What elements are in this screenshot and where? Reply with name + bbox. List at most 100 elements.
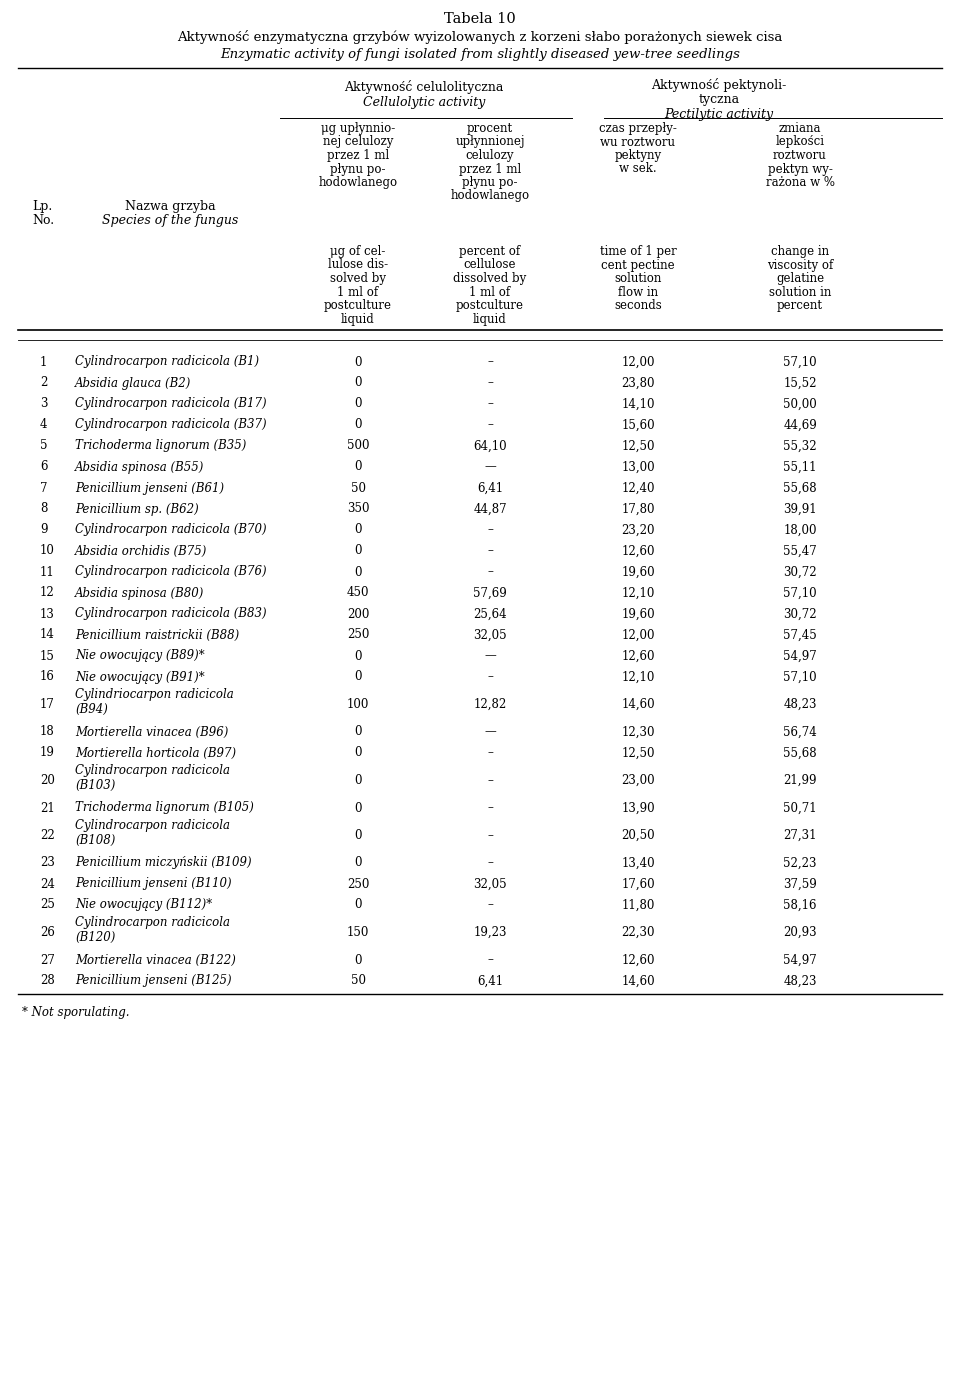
Text: 52,23: 52,23 xyxy=(783,857,817,870)
Text: –: – xyxy=(487,801,492,814)
Text: –: – xyxy=(487,376,492,389)
Text: Absidia orchidis (B75): Absidia orchidis (B75) xyxy=(75,544,207,557)
Text: wu roztworu: wu roztworu xyxy=(601,136,676,149)
Text: 0: 0 xyxy=(354,829,362,842)
Text: 0: 0 xyxy=(354,461,362,474)
Text: –: – xyxy=(487,397,492,411)
Text: płynu po-: płynu po- xyxy=(463,176,517,189)
Text: Cylindrocarpon radicicola (B70): Cylindrocarpon radicicola (B70) xyxy=(75,524,267,536)
Text: 1 ml of: 1 ml of xyxy=(337,286,378,299)
Text: Enzymatic activity of fungi isolated from slightly diseased yew-tree seedlings: Enzymatic activity of fungi isolated fro… xyxy=(220,49,740,61)
Text: 20,93: 20,93 xyxy=(783,926,817,939)
Text: 15,60: 15,60 xyxy=(621,418,655,432)
Text: 11: 11 xyxy=(40,565,55,578)
Text: 500: 500 xyxy=(347,439,370,453)
Text: 27: 27 xyxy=(40,953,55,967)
Text: –: – xyxy=(487,356,492,368)
Text: 21: 21 xyxy=(40,801,55,814)
Text: cellulose: cellulose xyxy=(464,258,516,271)
Text: 0: 0 xyxy=(354,953,362,967)
Text: 7: 7 xyxy=(40,482,47,494)
Text: 25,64: 25,64 xyxy=(473,607,507,621)
Text: Cylindrocarpon radicicola (B83): Cylindrocarpon radicicola (B83) xyxy=(75,607,267,621)
Text: Cylindrocarpon radicicola: Cylindrocarpon radicicola xyxy=(75,764,230,776)
Text: 55,68: 55,68 xyxy=(783,482,817,494)
Text: 0: 0 xyxy=(354,650,362,663)
Text: 19,23: 19,23 xyxy=(473,926,507,939)
Text: Cylindrocarpon radicicola (B76): Cylindrocarpon radicicola (B76) xyxy=(75,565,267,578)
Text: gelatine: gelatine xyxy=(776,272,824,285)
Text: dissolved by: dissolved by xyxy=(453,272,527,285)
Text: 27,31: 27,31 xyxy=(783,829,817,842)
Text: 9: 9 xyxy=(40,524,47,536)
Text: 16: 16 xyxy=(40,671,55,683)
Text: 19,60: 19,60 xyxy=(621,565,655,578)
Text: 44,69: 44,69 xyxy=(783,418,817,432)
Text: –: – xyxy=(487,746,492,760)
Text: Aktywność enzymatyczna grzybów wyizolowanych z korzeni słabo porażonych siewek c: Aktywność enzymatyczna grzybów wyizolowa… xyxy=(178,31,782,44)
Text: liquid: liquid xyxy=(341,313,374,325)
Text: 18,00: 18,00 xyxy=(783,524,817,536)
Text: 24: 24 xyxy=(40,878,55,890)
Text: lepkości: lepkości xyxy=(776,136,825,149)
Text: 450: 450 xyxy=(347,586,370,600)
Text: 8: 8 xyxy=(40,503,47,515)
Text: 55,11: 55,11 xyxy=(783,461,817,474)
Text: 12,00: 12,00 xyxy=(621,356,655,368)
Text: 20: 20 xyxy=(40,774,55,788)
Text: 39,91: 39,91 xyxy=(783,503,817,515)
Text: Cylindriocarpon radicicola: Cylindriocarpon radicicola xyxy=(75,688,233,701)
Text: upłynnionej: upłynnionej xyxy=(455,136,525,149)
Text: 17,60: 17,60 xyxy=(621,878,655,890)
Text: 0: 0 xyxy=(354,725,362,739)
Text: celulozy: celulozy xyxy=(466,149,515,163)
Text: Absidia spinosa (B55): Absidia spinosa (B55) xyxy=(75,461,204,474)
Text: nej celulozy: nej celulozy xyxy=(323,136,394,149)
Text: Penicillium sp. (B62): Penicillium sp. (B62) xyxy=(75,503,199,515)
Text: No.: No. xyxy=(32,214,54,226)
Text: 0: 0 xyxy=(354,376,362,389)
Text: 13,90: 13,90 xyxy=(621,801,655,814)
Text: Absidia glauca (B2): Absidia glauca (B2) xyxy=(75,376,191,389)
Text: Absidia spinosa (B80): Absidia spinosa (B80) xyxy=(75,586,204,600)
Text: 23: 23 xyxy=(40,857,55,870)
Text: Cylindrocarpon radicicola: Cylindrocarpon radicicola xyxy=(75,915,230,929)
Text: 4: 4 xyxy=(40,418,47,432)
Text: time of 1 per: time of 1 per xyxy=(600,244,677,258)
Text: Cylindrocarpon radicicola (B37): Cylindrocarpon radicicola (B37) xyxy=(75,418,267,432)
Text: 6,41: 6,41 xyxy=(477,482,503,494)
Text: 14: 14 xyxy=(40,628,55,642)
Text: viscosity of: viscosity of xyxy=(767,258,833,271)
Text: 10: 10 xyxy=(40,544,55,557)
Text: 48,23: 48,23 xyxy=(783,975,817,988)
Text: 250: 250 xyxy=(347,878,370,890)
Text: Mortierella vinacea (B122): Mortierella vinacea (B122) xyxy=(75,953,236,967)
Text: 2: 2 xyxy=(40,376,47,389)
Text: 100: 100 xyxy=(347,699,370,711)
Text: 57,10: 57,10 xyxy=(783,671,817,683)
Text: hodowlanego: hodowlanego xyxy=(450,189,530,203)
Text: 54,97: 54,97 xyxy=(783,650,817,663)
Text: 57,69: 57,69 xyxy=(473,586,507,600)
Text: 14,10: 14,10 xyxy=(621,397,655,411)
Text: Cylindrocarpon radicicola (B1): Cylindrocarpon radicicola (B1) xyxy=(75,356,259,368)
Text: hodowlanego: hodowlanego xyxy=(319,176,397,189)
Text: czas przepły-: czas przepły- xyxy=(599,122,677,135)
Text: 200: 200 xyxy=(347,607,370,621)
Text: 12,30: 12,30 xyxy=(621,725,655,739)
Text: 17: 17 xyxy=(40,699,55,711)
Text: 50,71: 50,71 xyxy=(783,801,817,814)
Text: 12,50: 12,50 xyxy=(621,746,655,760)
Text: 3: 3 xyxy=(40,397,47,411)
Text: (B103): (B103) xyxy=(75,778,115,792)
Text: Mortierella horticola (B97): Mortierella horticola (B97) xyxy=(75,746,236,760)
Text: postculture: postculture xyxy=(324,299,392,313)
Text: –: – xyxy=(487,857,492,870)
Text: 56,74: 56,74 xyxy=(783,725,817,739)
Text: postculture: postculture xyxy=(456,299,524,313)
Text: (B108): (B108) xyxy=(75,833,115,846)
Text: 12,40: 12,40 xyxy=(621,482,655,494)
Text: 150: 150 xyxy=(347,926,370,939)
Text: 13,00: 13,00 xyxy=(621,461,655,474)
Text: 19,60: 19,60 xyxy=(621,607,655,621)
